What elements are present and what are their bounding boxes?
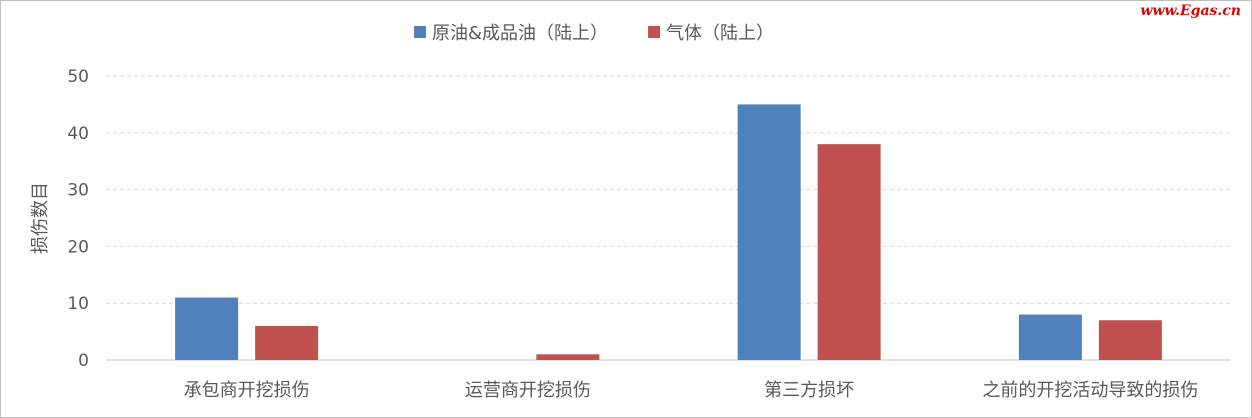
bar — [536, 354, 600, 360]
bar — [1018, 314, 1082, 360]
bar — [1098, 320, 1162, 360]
y-tick-label: 30 — [67, 181, 89, 201]
watermark: www.Egas.cn — [1140, 3, 1241, 19]
bar — [737, 104, 801, 361]
legend-swatch — [414, 26, 426, 38]
y-tick-label: 20 — [67, 237, 89, 257]
legend-label: 气体（陆上） — [666, 23, 774, 44]
bar — [817, 144, 881, 360]
y-tick-label: 50 — [67, 67, 89, 87]
x-tick-label: 第三方损坏 — [764, 380, 854, 401]
x-tick-label: 承包商开挖损伤 — [184, 380, 310, 401]
y-axis-label: 损伤数目 — [30, 182, 51, 254]
legend-label: 原油&成品油（陆上） — [432, 23, 608, 44]
y-tick-label: 40 — [67, 124, 89, 144]
bar — [175, 297, 239, 360]
x-tick-label: 运营商开挖损伤 — [465, 380, 591, 401]
y-tick-label: 10 — [67, 294, 89, 314]
bar — [255, 325, 319, 360]
legend-swatch — [648, 26, 661, 38]
y-tick-label: 0 — [78, 351, 89, 371]
x-tick-label: 之前的开挖活动导致的损伤 — [982, 380, 1198, 401]
